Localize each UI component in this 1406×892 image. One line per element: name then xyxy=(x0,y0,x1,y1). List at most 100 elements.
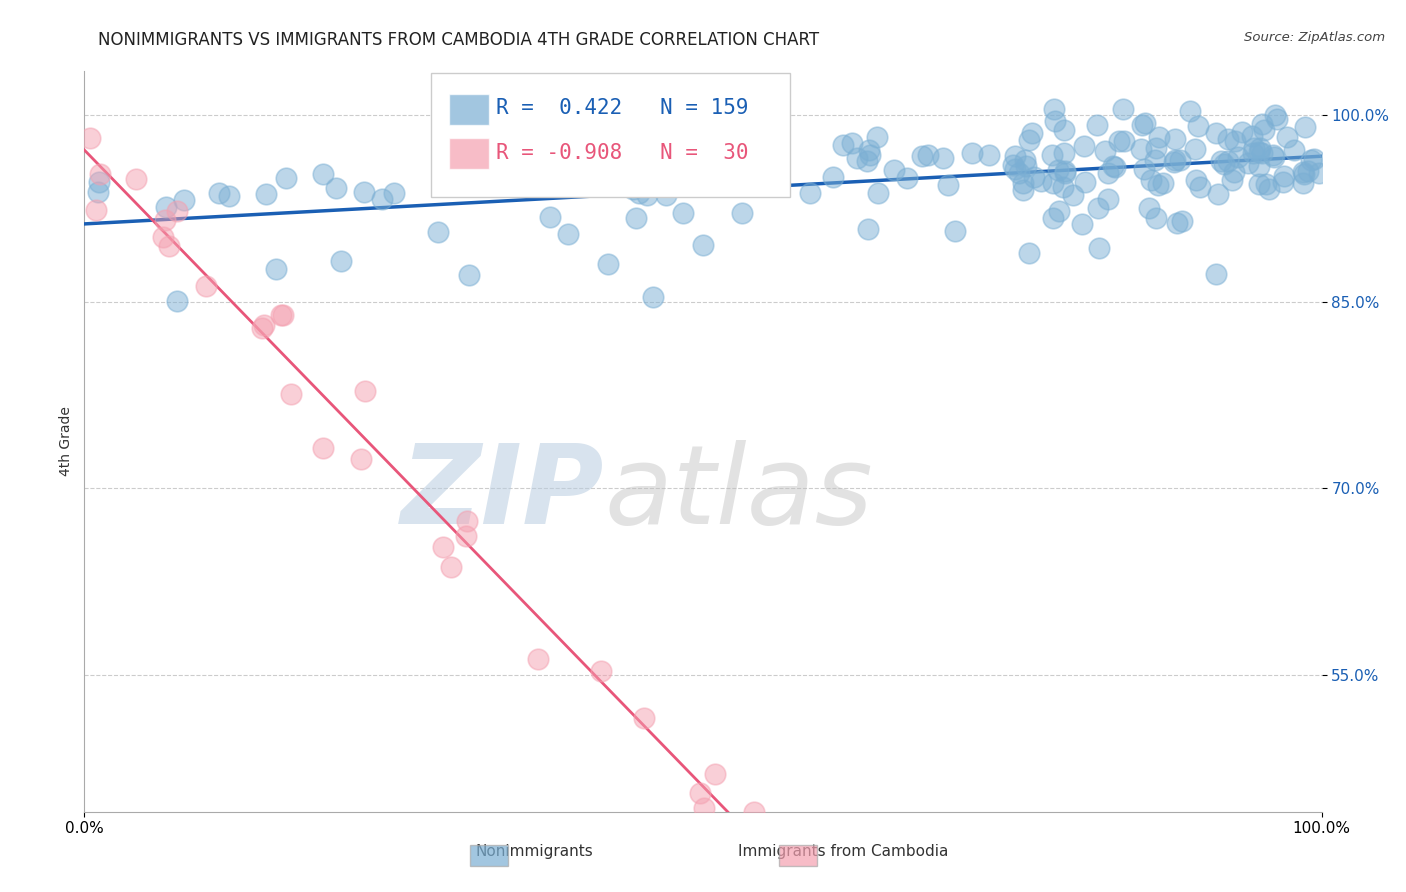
Point xyxy=(564,175,586,189)
Point xyxy=(1012,176,1035,190)
Text: Source: ZipAtlas.com: Source: ZipAtlas.com xyxy=(1244,31,1385,45)
Point xyxy=(1168,153,1191,168)
Point xyxy=(1137,201,1160,215)
Point xyxy=(831,137,853,152)
Point xyxy=(1240,129,1263,144)
Point xyxy=(87,175,110,189)
Point xyxy=(896,170,918,185)
Point xyxy=(166,293,188,308)
Point xyxy=(166,203,188,218)
Point xyxy=(1272,175,1295,189)
Y-axis label: 4th Grade: 4th Grade xyxy=(59,407,73,476)
Point xyxy=(1303,152,1326,166)
Point xyxy=(1133,116,1156,130)
Point xyxy=(157,239,180,253)
Point xyxy=(1205,126,1227,140)
Point xyxy=(1256,178,1278,192)
Point xyxy=(1261,147,1284,161)
Point xyxy=(371,192,394,206)
Point xyxy=(672,206,695,220)
Point xyxy=(427,225,450,239)
Point xyxy=(1040,148,1063,162)
Point xyxy=(1046,163,1069,178)
Point xyxy=(979,148,1001,162)
Point xyxy=(1253,123,1275,137)
Point xyxy=(627,186,650,201)
Text: Nonimmigrants: Nonimmigrants xyxy=(475,845,593,859)
Point xyxy=(911,149,934,163)
Point xyxy=(1053,163,1076,178)
Point xyxy=(1104,160,1126,174)
Point xyxy=(1230,125,1253,139)
Point xyxy=(1014,153,1036,167)
Point xyxy=(557,227,579,241)
Point xyxy=(1018,245,1040,260)
Point xyxy=(1264,108,1286,122)
Point xyxy=(704,767,727,781)
Point xyxy=(1223,164,1246,178)
Point xyxy=(1249,141,1271,155)
Point xyxy=(270,308,292,322)
Point xyxy=(692,238,714,252)
Point xyxy=(1267,112,1289,126)
Point xyxy=(312,167,335,181)
Point xyxy=(1205,268,1227,282)
Point xyxy=(742,805,765,819)
Point xyxy=(1108,134,1130,148)
Point xyxy=(440,560,463,574)
Point xyxy=(125,171,148,186)
Point xyxy=(856,153,879,168)
Point xyxy=(1294,120,1316,135)
Point xyxy=(454,528,477,542)
Point xyxy=(1308,166,1330,180)
Point xyxy=(883,162,905,177)
Point xyxy=(1209,154,1232,169)
Point xyxy=(633,711,655,725)
Point xyxy=(1101,159,1123,173)
Point xyxy=(932,151,955,165)
Text: Immigrants from Cambodia: Immigrants from Cambodia xyxy=(738,845,949,859)
Text: ZIP: ZIP xyxy=(401,440,605,547)
Point xyxy=(173,193,195,207)
Point xyxy=(484,162,506,177)
Point xyxy=(1163,153,1185,167)
Text: atlas: atlas xyxy=(605,440,873,547)
Point xyxy=(960,146,983,161)
Point xyxy=(1171,214,1194,228)
Point xyxy=(432,540,454,554)
Point xyxy=(153,213,176,227)
Point xyxy=(250,320,273,334)
Point xyxy=(823,170,845,185)
Point xyxy=(596,257,619,271)
Point xyxy=(799,186,821,200)
Point xyxy=(350,451,373,466)
Point xyxy=(1275,129,1298,144)
Point xyxy=(624,211,647,226)
Text: R =  0.422   N = 159: R = 0.422 N = 159 xyxy=(496,98,749,119)
Point xyxy=(1149,130,1171,145)
Point xyxy=(1021,126,1043,140)
Point xyxy=(489,147,512,161)
Point xyxy=(1206,187,1229,202)
Point xyxy=(1178,103,1201,118)
Point xyxy=(731,206,754,220)
Point xyxy=(254,187,277,202)
Point xyxy=(1097,192,1119,206)
Point xyxy=(1004,149,1026,163)
Point xyxy=(87,185,110,199)
Point xyxy=(330,253,353,268)
Point xyxy=(1292,167,1315,181)
Point xyxy=(1043,113,1066,128)
Point xyxy=(1087,202,1109,216)
Point xyxy=(1004,162,1026,177)
FancyBboxPatch shape xyxy=(430,73,790,197)
Point xyxy=(655,188,678,202)
Point xyxy=(1236,156,1258,170)
Point xyxy=(1299,153,1322,167)
Point xyxy=(1018,133,1040,147)
Point xyxy=(1212,156,1234,170)
Point xyxy=(868,186,890,200)
Point xyxy=(353,186,375,200)
Point xyxy=(1184,173,1206,187)
Point xyxy=(741,144,763,158)
